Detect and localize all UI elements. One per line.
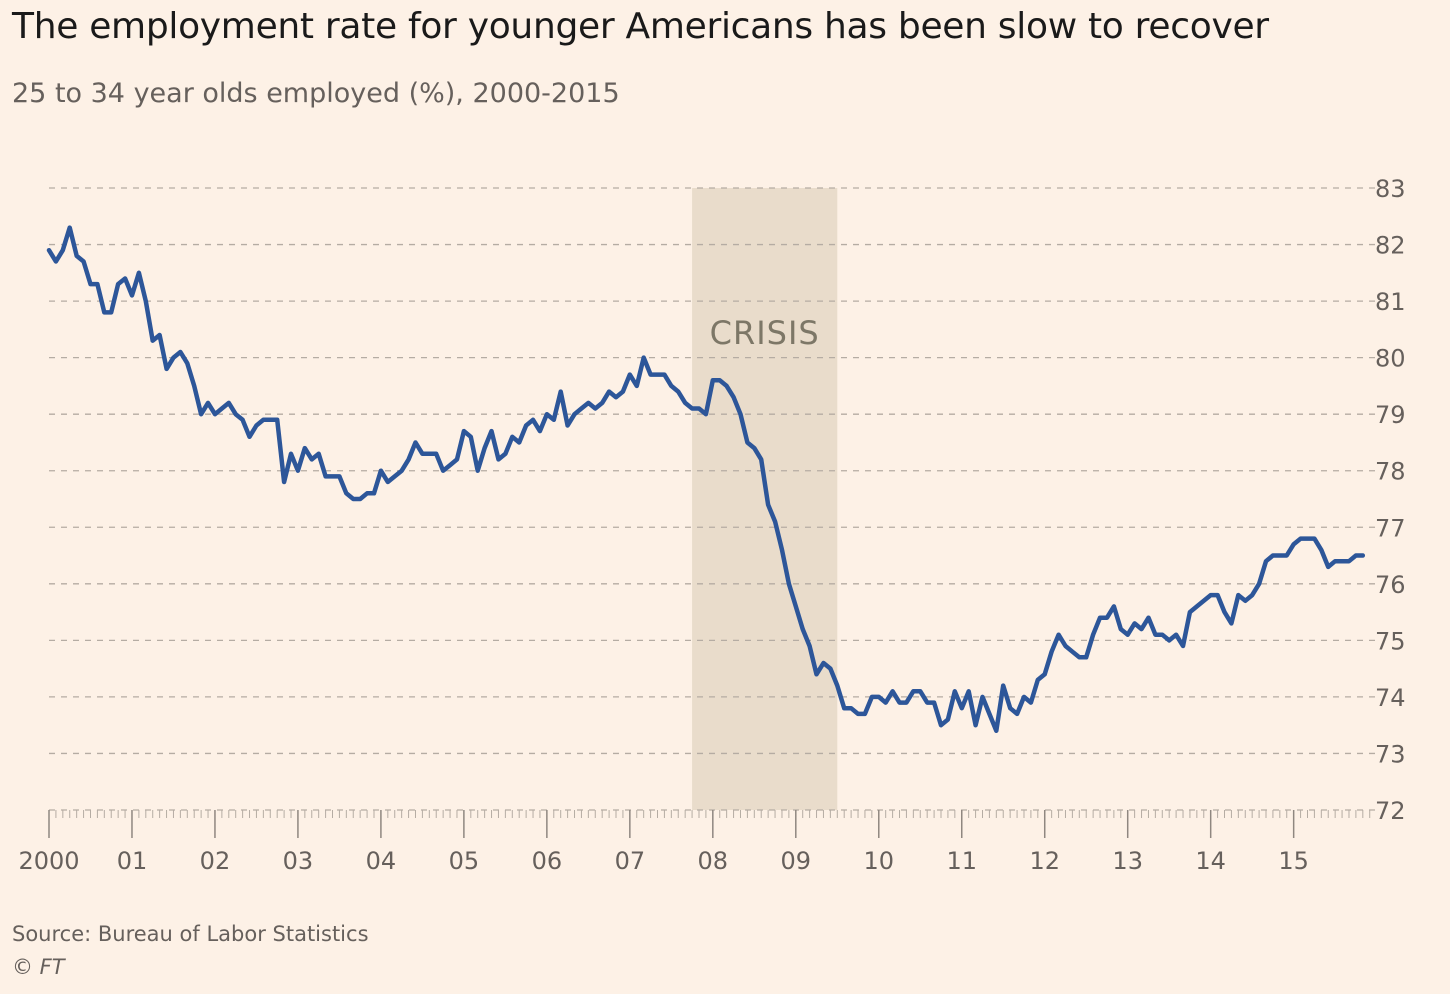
x-tick-label-2000: 2000 — [18, 847, 79, 875]
y-tick-label-79: 79 — [1375, 401, 1406, 429]
copyright-note: © FT — [12, 955, 65, 979]
x-tick-label-09: 09 — [781, 847, 812, 875]
crisis-band — [692, 188, 838, 810]
x-tick-label-05: 05 — [449, 847, 480, 875]
y-tick-label-78: 78 — [1375, 458, 1406, 486]
x-tick-label-13: 13 — [1112, 847, 1143, 875]
y-tick-label-74: 74 — [1375, 684, 1406, 712]
x-tick-label-01: 01 — [117, 847, 148, 875]
y-tick-label-73: 73 — [1375, 740, 1406, 768]
y-tick-label-81: 81 — [1375, 288, 1406, 316]
y-tick-label-80: 80 — [1375, 345, 1406, 373]
crisis-label: CRISIS — [710, 314, 820, 352]
x-tick-label-02: 02 — [200, 847, 231, 875]
x-tick-label-07: 07 — [615, 847, 646, 875]
y-tick-label-76: 76 — [1375, 571, 1406, 599]
x-tick-label-12: 12 — [1029, 847, 1060, 875]
source-note: Source: Bureau of Labor Statistics — [12, 922, 369, 946]
x-tick-label-03: 03 — [283, 847, 314, 875]
crisis-band-layer: CRISIS — [692, 188, 838, 810]
x-axis — [48, 809, 1375, 838]
chart-title: The employment rate for younger American… — [12, 6, 1269, 47]
y-tick-label-75: 75 — [1375, 627, 1406, 655]
x-tick-label-11: 11 — [946, 847, 977, 875]
x-tick-label-08: 08 — [698, 847, 729, 875]
gridlines — [49, 187, 1375, 755]
y-tick-label-82: 82 — [1375, 232, 1406, 260]
x-tick-label-10: 10 — [864, 847, 895, 875]
y-tick-label-77: 77 — [1375, 514, 1406, 542]
y-tick-label-83: 83 — [1375, 175, 1406, 203]
x-tick-label-04: 04 — [366, 847, 397, 875]
y-tick-label-72: 72 — [1375, 797, 1406, 825]
chart-subtitle: 25 to 34 year olds employed (%), 2000-20… — [12, 78, 620, 109]
x-tick-label-06: 06 — [532, 847, 563, 875]
tick-labels: 72 73 74 75 76 77 78 79 80 81 82 83 2000 01 02 03 04 05 06… — [18, 175, 1405, 875]
x-tick-label-15: 15 — [1278, 847, 1309, 875]
series-line-0 — [46, 225, 1366, 734]
x-tick-label-14: 14 — [1195, 847, 1226, 875]
series-layer — [46, 225, 1366, 734]
